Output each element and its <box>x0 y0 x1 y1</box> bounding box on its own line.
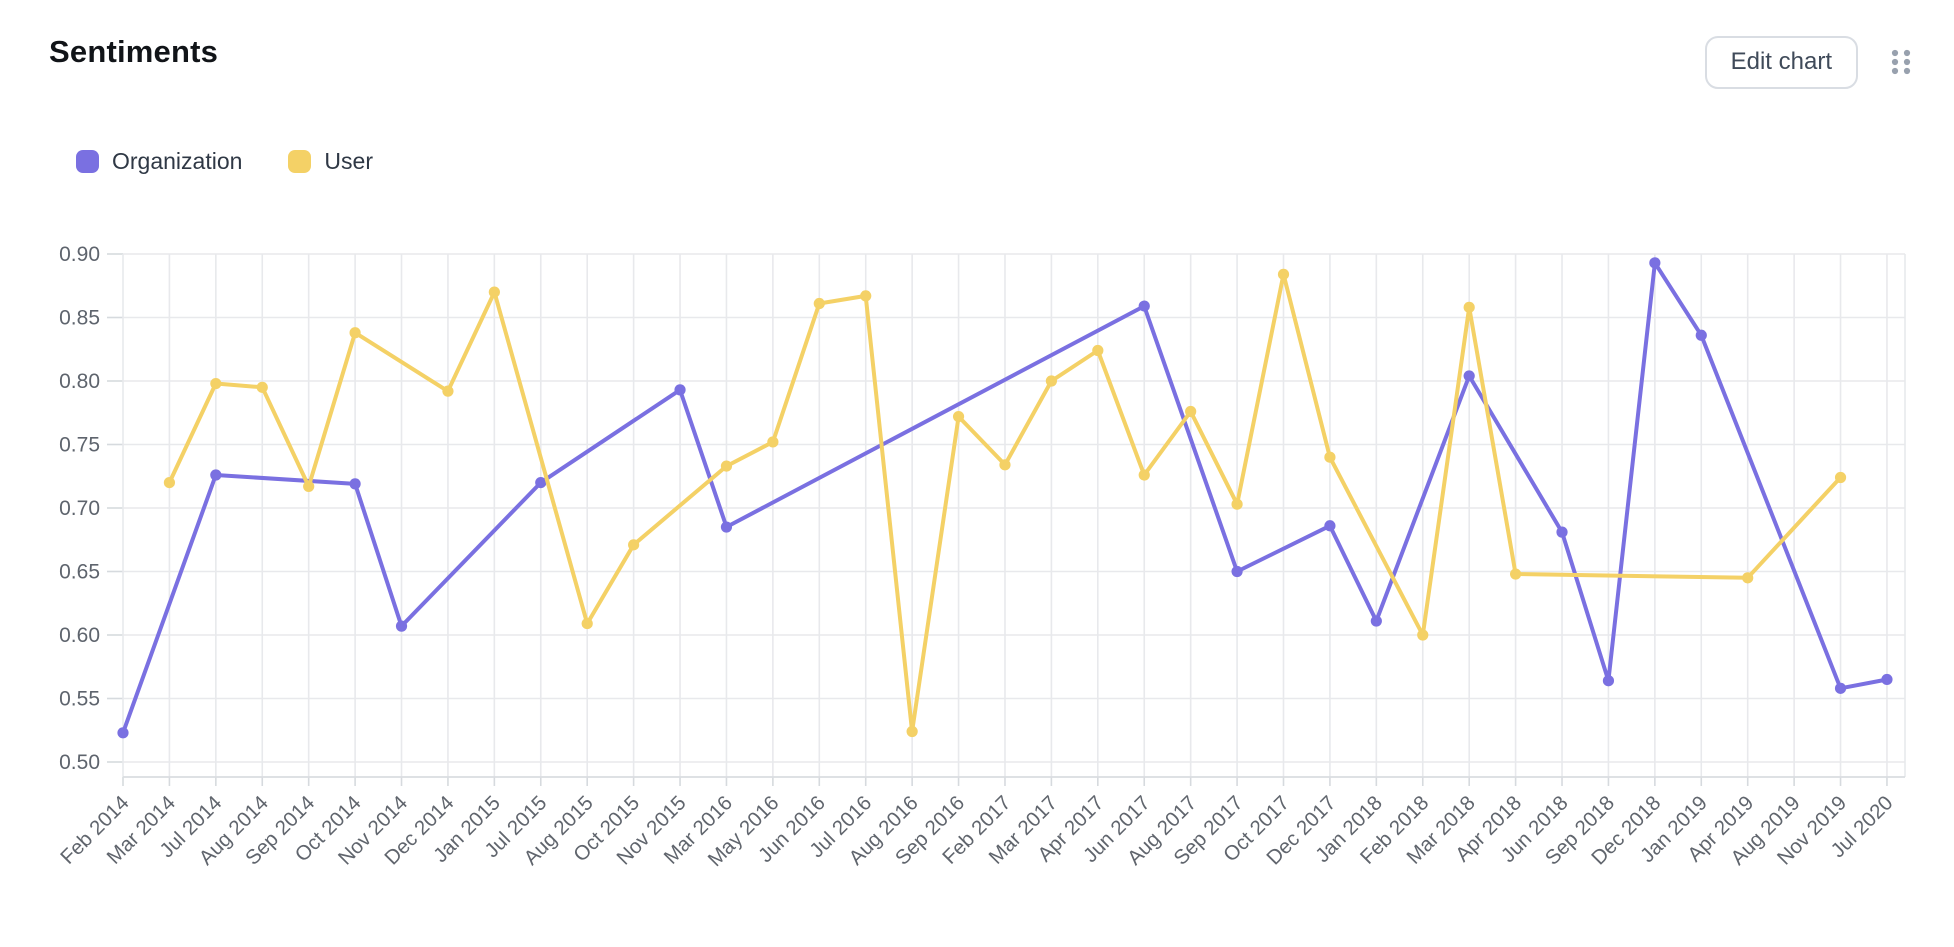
data-point-organization[interactable] <box>117 727 129 739</box>
data-point-user[interactable] <box>1510 568 1522 580</box>
data-point-user[interactable] <box>628 539 640 551</box>
data-point-user[interactable] <box>1834 471 1847 484</box>
data-point-user[interactable] <box>767 436 779 448</box>
data-point-organization[interactable] <box>1602 675 1615 687</box>
user-legend-label: User <box>324 148 373 174</box>
data-point-user[interactable] <box>1324 451 1336 463</box>
data-point-user[interactable] <box>1045 375 1057 387</box>
data-point-organization[interactable] <box>720 521 733 533</box>
y-axis-label: 0.90 <box>59 243 100 266</box>
data-point-user[interactable] <box>581 617 593 630</box>
series-line-organization <box>121 260 1889 735</box>
y-axis-label: 0.65 <box>59 561 100 584</box>
page-title: Sentiments <box>49 34 219 69</box>
user-swatch <box>288 150 312 173</box>
data-point-organization[interactable] <box>1138 300 1150 312</box>
series-line-user <box>167 272 1843 734</box>
data-point-organization[interactable] <box>1231 565 1243 578</box>
data-point-organization[interactable] <box>1463 370 1475 382</box>
y-axis-label: 0.85 <box>59 307 100 330</box>
data-point-user[interactable] <box>906 725 918 738</box>
edit-chart-button[interactable]: Edit chart <box>1704 36 1858 89</box>
data-point-organization[interactable] <box>674 384 686 396</box>
y-axis-label: 0.70 <box>59 497 100 520</box>
data-point-user[interactable] <box>1138 469 1150 481</box>
data-point-organization[interactable] <box>349 478 361 490</box>
data-point-user[interactable] <box>1742 572 1754 584</box>
y-axis-label: 0.75 <box>59 434 100 457</box>
organization-swatch <box>76 150 99 173</box>
data-point-organization[interactable] <box>210 469 222 481</box>
data-point-organization[interactable] <box>1881 673 1893 686</box>
data-point-organization[interactable] <box>1649 257 1661 269</box>
data-point-user[interactable] <box>210 377 222 390</box>
data-point-user[interactable] <box>442 385 454 397</box>
data-point-user[interactable] <box>1185 405 1197 418</box>
chart-legend: Organization User <box>76 148 373 175</box>
data-point-user[interactable] <box>813 297 825 310</box>
data-point-organization[interactable] <box>1324 520 1336 532</box>
y-axis-label: 0.55 <box>59 688 100 711</box>
data-point-user[interactable] <box>303 480 315 493</box>
data-point-user[interactable] <box>860 290 872 302</box>
data-point-user[interactable] <box>1277 268 1290 280</box>
data-point-user[interactable] <box>999 459 1011 471</box>
legend-item-user[interactable]: User <box>288 148 373 175</box>
y-axis-label: 0.50 <box>59 751 100 774</box>
data-point-user[interactable] <box>1417 629 1429 641</box>
data-point-organization[interactable] <box>1370 615 1382 627</box>
drag-handle-icon[interactable] <box>1884 42 1918 82</box>
data-point-organization[interactable] <box>1834 682 1847 694</box>
data-point-user[interactable] <box>952 410 965 423</box>
data-point-user[interactable] <box>163 477 176 489</box>
data-point-user[interactable] <box>1092 344 1104 357</box>
data-point-user[interactable] <box>349 327 361 339</box>
y-axis-label: 0.60 <box>59 624 100 647</box>
data-point-user[interactable] <box>1463 301 1475 313</box>
data-point-user[interactable] <box>256 381 268 393</box>
data-point-organization[interactable] <box>1695 329 1707 341</box>
legend-item-organization[interactable]: Organization <box>76 148 242 175</box>
data-point-user[interactable] <box>1231 498 1243 510</box>
organization-legend-label: Organization <box>112 148 243 174</box>
data-point-organization[interactable] <box>535 477 547 489</box>
data-point-user[interactable] <box>488 286 500 298</box>
y-axis-label: 0.80 <box>59 370 100 393</box>
data-point-organization[interactable] <box>1556 526 1568 538</box>
data-point-organization[interactable] <box>395 620 408 632</box>
header-controls: Edit chart <box>1704 36 1918 89</box>
data-point-user[interactable] <box>720 460 733 472</box>
